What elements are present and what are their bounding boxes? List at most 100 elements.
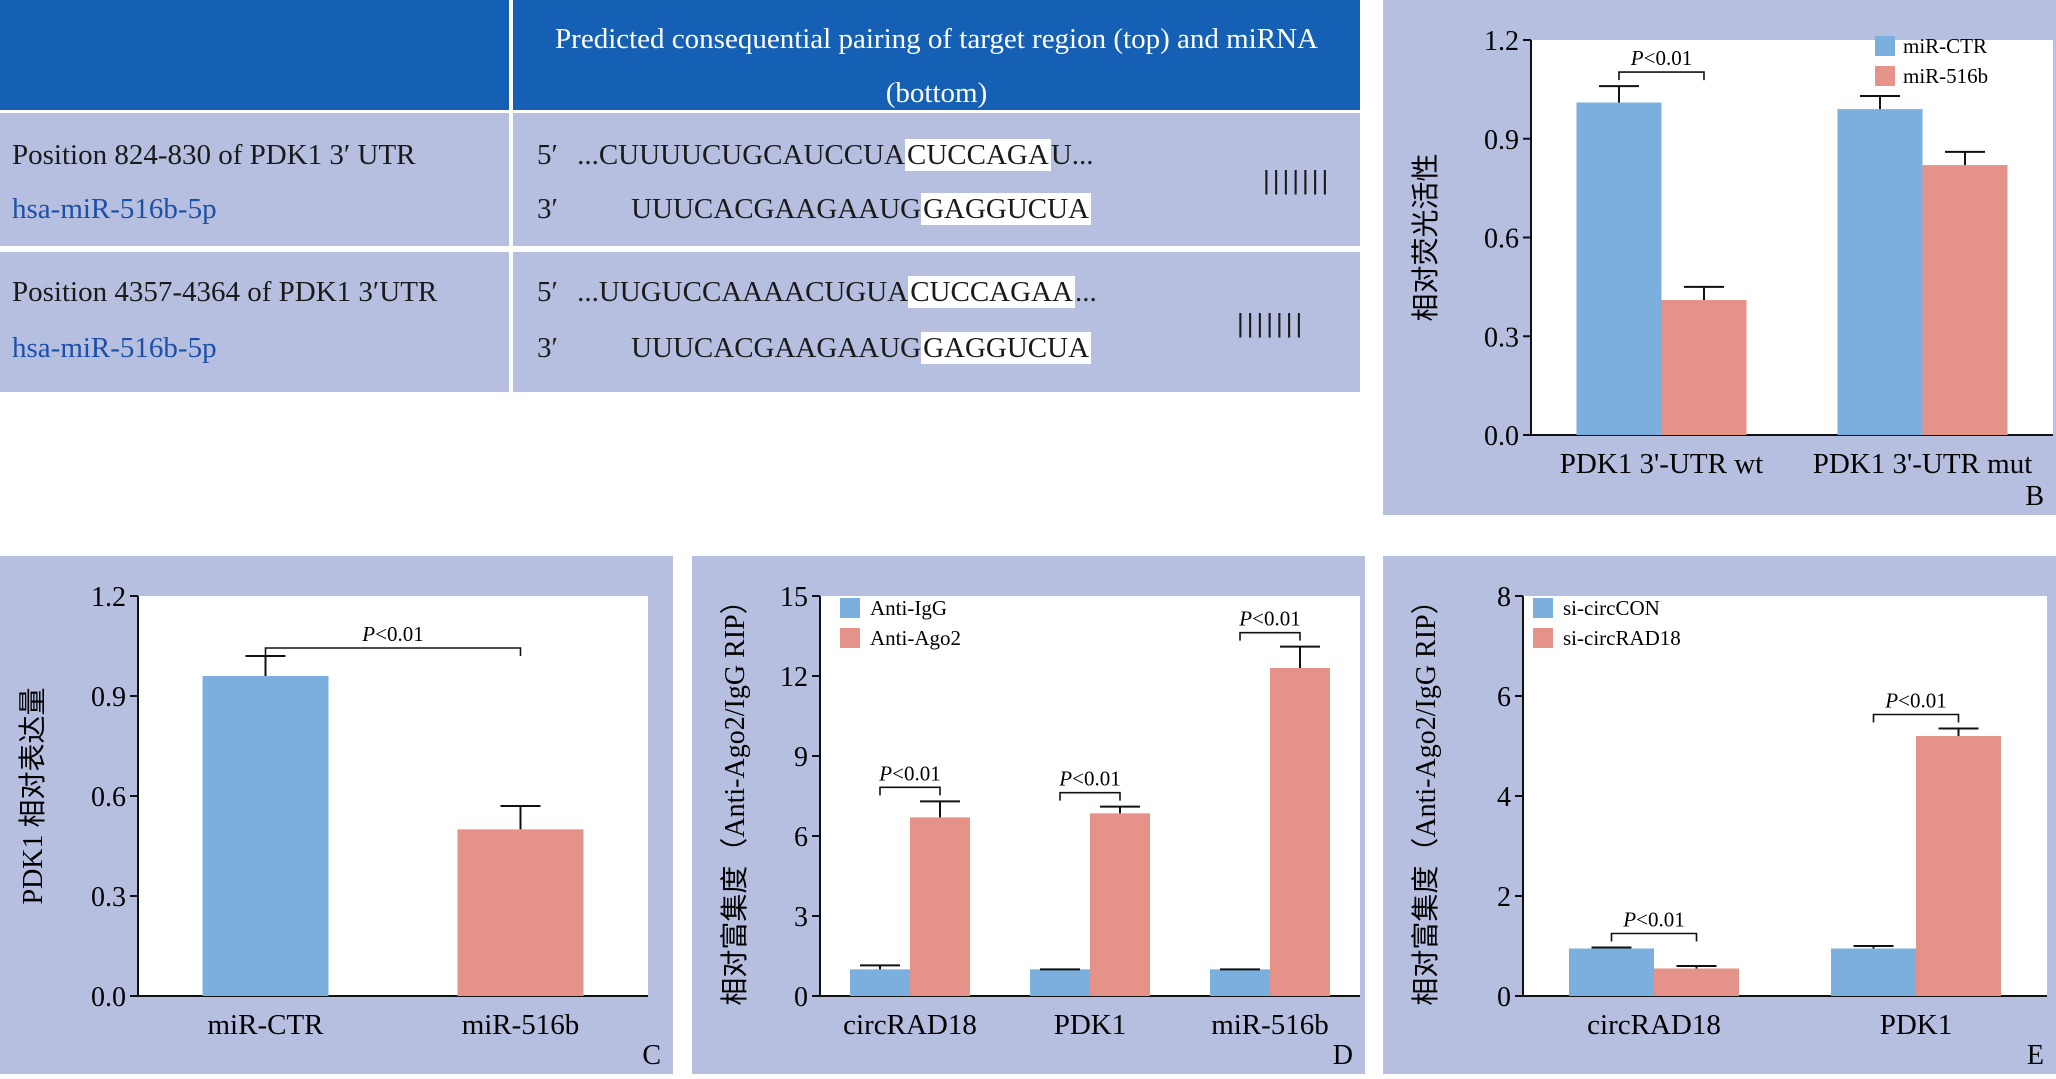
target-seq-prefix: ...CUUUUCUGCAUCCUA — [577, 139, 905, 171]
mirna-name: hsa-miR-516b-5p — [12, 193, 217, 225]
target-seq-suffix: ... — [1074, 276, 1097, 308]
panel-letter: B — [2025, 481, 2044, 512]
panel-letter: D — [1333, 1040, 1353, 1071]
bar — [1831, 948, 1916, 996]
table-header: Predicted consequential pairing of targe… — [513, 0, 1360, 110]
pdk1-expression-chart: 0.0 0.3 0.6 0.9 1.2 PDK1 相对表达量 miR-CTR miR-516b… — [17, 582, 661, 1071]
significance-label: P<0.01 — [878, 761, 940, 785]
target-seq-prefix: ...UUGUCCAAAACUGUA — [577, 276, 909, 308]
y-tick-label: 0.0 — [91, 982, 126, 1013]
target-sequence: 5′ ...UUGUCCAAAACUGUACUCCAGAA... — [537, 276, 1097, 309]
seed-match-highlight: CUCCAGAA — [908, 276, 1075, 308]
rip-ago2-chart: 0 3 6 9 12 15 相对富集度（Anti-Ago2/IgG RIP） circRAD1… — [719, 582, 1360, 1071]
legend-swatch — [1875, 36, 1895, 56]
y-tick-label: 9 — [794, 742, 808, 773]
significance-label: P<0.01 — [1630, 46, 1692, 70]
panel-letter: C — [642, 1040, 661, 1071]
bar — [1922, 165, 2008, 436]
panel-letter: E — [2027, 1040, 2044, 1071]
target-seq-suffix: U... — [1050, 139, 1094, 171]
y-tick-label: 0.6 — [91, 782, 126, 813]
bar — [1030, 969, 1090, 996]
x-tick-label: PDK1 — [1054, 1009, 1127, 1041]
y-tick-label: 0.9 — [1484, 125, 1519, 156]
chart-panel-e: 0 2 4 6 8 相对富集度（Anti-Ago2/IgG RIP） circRAD18 PD… — [1383, 556, 2056, 1074]
x-tick-label: PDK1 3'-UTR wt — [1560, 448, 1763, 480]
table-header-text: Predicted consequential pairing of targe… — [555, 23, 1318, 109]
significance-bracket — [1618, 71, 1705, 81]
y-tick-label: 12 — [780, 662, 808, 693]
significance-bracket — [1610, 932, 1698, 942]
y-tick-label: 15 — [780, 582, 808, 613]
five-prime-label: 5′ — [537, 276, 558, 308]
bar — [1654, 968, 1739, 996]
bar — [1916, 736, 2001, 996]
table-header-blank — [0, 0, 509, 110]
y-tick-label: 6 — [1497, 682, 1511, 713]
table-row-1-label-cell: Position 824-830 of PDK1 3′ UTR hsa-miR-… — [0, 113, 509, 246]
significance-label: P<0.01 — [1238, 607, 1300, 631]
x-tick-label: miR-516b — [462, 1009, 580, 1041]
mirna-seq-prefix: UUUCACGAAGAAUG — [631, 332, 922, 364]
bar — [457, 829, 584, 996]
bar — [1090, 813, 1150, 996]
mirna-sequence: 3′ UUUCACGAAGAAUGGAGGUCUA — [537, 332, 1092, 365]
mirna-seq-prefix: UUUCACGAAGAAUG — [631, 193, 922, 225]
y-tick-label: 0 — [794, 982, 808, 1013]
table-row-1-sequence-cell: 5′ ...CUUUUCUGCAUCCUACUCCAGAU... 3′ UUUC… — [513, 113, 1360, 246]
significance-bracket — [1239, 631, 1301, 641]
seed-match-highlight: CUCCAGA — [905, 139, 1051, 171]
y-tick-label: 0.0 — [1484, 421, 1519, 452]
bar — [1837, 109, 1923, 435]
x-tick-label: PDK1 3'-UTR mut — [1813, 448, 2033, 480]
legend-swatch — [1533, 628, 1553, 648]
three-prime-label: 3′ — [537, 193, 558, 225]
significance-label: P<0.01 — [361, 622, 423, 646]
table-row-2-label-cell: Position 4357-4364 of PDK1 3′UTR hsa-miR… — [0, 252, 509, 392]
y-tick-label: 1.2 — [1484, 26, 1519, 57]
target-position: Position 4357-4364 of PDK1 3′UTR — [12, 276, 438, 308]
bar — [1270, 668, 1330, 996]
x-tick-label: miR-CTR — [207, 1009, 324, 1041]
legend-swatch — [840, 598, 860, 618]
legend-label: si-circRAD18 — [1563, 626, 1681, 650]
legend-swatch — [840, 628, 860, 648]
y-tick-label: 0 — [1497, 982, 1511, 1013]
significance-bracket — [264, 647, 522, 656]
target-sequence: 5′ ...CUUUUCUGCAUCCUACUCCAGAU... — [537, 139, 1094, 172]
bar — [202, 676, 329, 996]
y-tick-label: 0.6 — [1484, 224, 1519, 255]
legend-swatch — [1875, 66, 1895, 86]
chart-panel-c: 0.0 0.3 0.6 0.9 1.2 PDK1 相对表达量 miR-CTR miR-516b… — [0, 556, 673, 1074]
legend-label: Anti-Ago2 — [870, 626, 961, 650]
y-tick-label: 3 — [794, 902, 808, 933]
legend-label: miR-516b — [1903, 64, 1988, 88]
legend-label: miR-CTR — [1903, 34, 1987, 58]
significance-bracket — [1872, 713, 1960, 723]
x-tick-label: miR-516b — [1211, 1009, 1329, 1041]
significance-label: P<0.01 — [1622, 908, 1684, 932]
chart-panel-d: 0 3 6 9 12 15 相对富集度（Anti-Ago2/IgG RIP） circRAD1… — [692, 556, 1365, 1074]
y-tick-label: 8 — [1497, 582, 1511, 613]
y-tick-label: 2 — [1497, 882, 1511, 913]
y-tick-label: 6 — [794, 822, 808, 853]
x-tick-label: circRAD18 — [1587, 1009, 1721, 1041]
significance-bracket — [1059, 791, 1121, 801]
legend-label: si-circCON — [1563, 596, 1660, 620]
luciferase-chart: 0.0 0.3 0.6 0.9 1.2 相对荧光活性 PDK1 3'-UTR wt PDK1 … — [1410, 26, 2053, 512]
chart-panel-b: 0.0 0.3 0.6 0.9 1.2 相对荧光活性 PDK1 3'-UTR wt PDK1 … — [1383, 0, 2056, 515]
significance-bracket — [879, 786, 941, 796]
bar — [910, 817, 970, 996]
y-tick-label: 1.2 — [91, 582, 126, 613]
bar — [850, 969, 910, 996]
mirna-name: hsa-miR-516b-5p — [12, 332, 217, 364]
legend-swatch — [1533, 598, 1553, 618]
significance-label: P<0.01 — [1058, 767, 1120, 791]
x-tick-label: circRAD18 — [843, 1009, 977, 1041]
bar — [1569, 948, 1654, 996]
y-tick-label: 0.3 — [1484, 322, 1519, 353]
target-position: Position 824-830 of PDK1 3′ UTR — [12, 139, 416, 171]
pairing-lines: ||||||| — [1237, 308, 1306, 338]
pairing-lines: ||||||| — [1263, 165, 1332, 195]
